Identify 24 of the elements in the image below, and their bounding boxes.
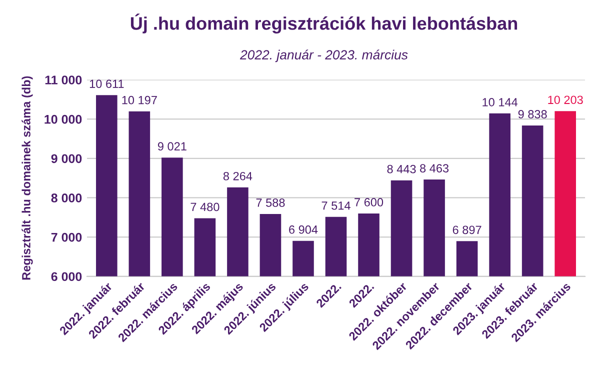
data-label: 8 443: [387, 164, 416, 174]
y-axis-title: Regisztrált .hu domainek száma (db): [22, 76, 33, 280]
data-label: 9 021: [158, 142, 186, 151]
data-label: 9 838: [518, 110, 547, 118]
data-label: 10 611: [90, 80, 124, 88]
data-label: 6 904: [289, 225, 318, 234]
data-label: 10 197: [122, 96, 157, 104]
data-label: 7 514: [322, 202, 350, 210]
y-tick-label: 10 000: [44, 114, 82, 124]
chart-title: Új .hu domain regisztrációk havi lebontásban: [130, 14, 518, 34]
data-label: 8 463: [420, 164, 449, 172]
data-label: 7 480: [190, 202, 220, 212]
data-label: 6 897: [452, 226, 482, 234]
data-label: 7 600: [354, 198, 384, 206]
y-tick-label: 6 000: [51, 272, 82, 282]
y-tick-label: 8 000: [51, 194, 82, 202]
data-label: 8 264: [223, 172, 252, 180]
data-label: 10 144: [482, 98, 518, 106]
data-label: 10 203: [548, 96, 583, 104]
data-label: 7 588: [256, 198, 285, 207]
chart-subtitle: 2022. január - 2023. március: [240, 50, 408, 62]
y-tick-label: 9 000: [51, 154, 82, 164]
y-tick-label: 7 000: [51, 232, 82, 242]
y-tick-label: 11 000: [45, 76, 82, 84]
